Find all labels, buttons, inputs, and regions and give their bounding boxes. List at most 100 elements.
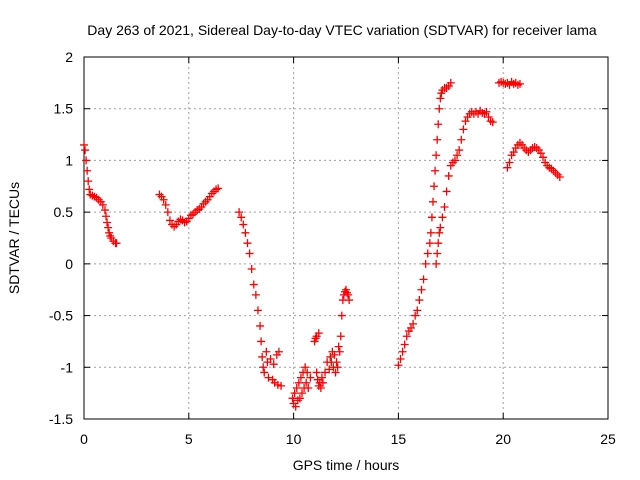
data-point [178,216,187,225]
data-point [165,216,174,225]
data-point [444,171,453,180]
data-point [295,394,304,403]
axis-ticks [83,56,609,420]
data-point [155,190,164,199]
data-point [301,363,310,372]
data-point [415,296,424,305]
data-point [486,117,495,126]
data-point [83,166,92,175]
series-arc7 [394,78,455,370]
data-point [471,107,480,116]
series-arc2 [155,184,223,231]
data-point [262,347,271,356]
data-point [291,402,300,411]
data-point [84,177,93,186]
data-point [260,368,269,377]
series-arc9 [495,77,524,89]
y-tick-label: 0.5 [54,204,74,220]
x-tick-label: 5 [185,431,193,447]
data-point [318,378,327,387]
data-point [235,208,244,217]
data-point [269,360,278,369]
data-point [453,151,462,160]
data-point [442,187,451,196]
data-point [253,306,262,315]
data-point [312,368,321,377]
y-tick-label: 2 [65,49,73,65]
data-point [304,383,313,392]
x-tick-label: 0 [80,431,88,447]
y-tick-label: 0 [65,256,73,272]
data-point [425,239,434,248]
series-arc1 [80,140,121,248]
data-point [436,94,445,103]
data-point [434,239,443,248]
data-point [555,172,564,181]
data-point [314,329,323,338]
data-point [326,352,335,361]
data-point [163,208,172,217]
data-point [82,156,91,165]
data-point [431,166,440,175]
data-point [433,135,442,144]
data-point [436,223,445,232]
data-point [423,249,432,258]
data-point [297,389,306,398]
data-point [257,337,266,346]
series-arc5 [310,329,323,346]
x-tick-labels: 0 5 10 15 20 25 [80,431,616,447]
data-point [103,218,112,227]
data-point [482,107,491,116]
data-point [440,202,449,211]
data-point [459,125,468,134]
data-point [333,363,342,372]
series-arc3 [235,208,286,390]
data-point [321,368,330,377]
data-point [432,259,441,268]
data-point [247,265,256,274]
data-point [258,352,267,361]
data-point [394,361,403,370]
y-axis-label: SDTVAR / TECUs [6,182,22,294]
data-point [277,381,286,390]
data-point [478,108,487,117]
data-point [317,373,326,382]
data-point [497,77,506,86]
data-point [433,249,442,258]
data-point [442,84,451,93]
series-arc10 [503,138,564,181]
data-point [455,146,464,155]
data-point [331,368,340,377]
data-point [239,220,248,229]
data-point [316,383,325,392]
data-point [505,158,514,167]
data-point [214,184,223,193]
data-series [80,77,564,411]
data-point [484,112,493,121]
data-point [292,383,301,392]
data-point [450,156,459,165]
data-point [515,79,524,88]
data-point [402,332,411,341]
data-point [536,149,545,158]
y-tick-label: 1 [65,152,73,168]
data-point [303,368,312,377]
data-point [98,200,107,209]
data-point [428,197,437,206]
grid-lines [84,57,608,419]
data-point [434,120,443,129]
data-point [274,347,283,356]
data-point [249,280,258,289]
data-point [259,363,268,372]
data-point [501,79,510,88]
data-point [419,275,428,284]
y-tick-label: -0.5 [49,308,73,324]
data-point [532,144,541,153]
data-point [344,290,353,299]
data-point [406,323,415,332]
data-point [417,285,426,294]
data-point [80,140,88,149]
data-point [201,197,210,206]
chart-title: Day 263 of 2021, Sidereal Day-to-day VTE… [87,22,597,38]
